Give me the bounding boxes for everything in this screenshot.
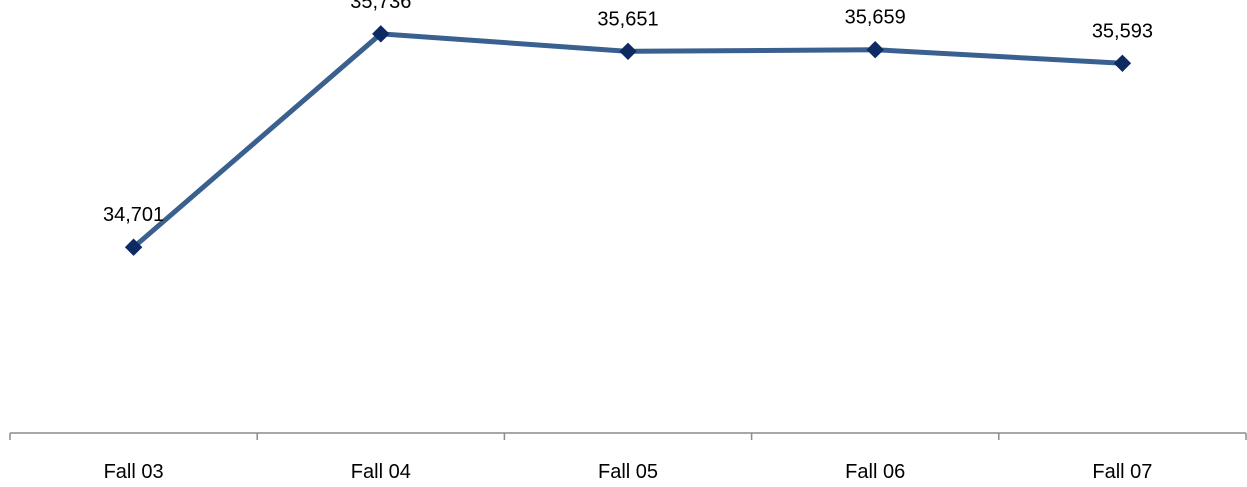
x-tick-label: Fall 07 [1092, 461, 1152, 483]
series-line [131, 31, 1125, 250]
markers-layer [124, 25, 1132, 256]
x-tick-label: Fall 03 [104, 461, 164, 483]
data-label: 35,736 [350, 0, 411, 13]
data-label: 34,701 [103, 204, 164, 226]
data-point-marker [372, 25, 390, 43]
x-tick-label: Fall 05 [598, 461, 658, 483]
x-tick-label: Fall 04 [351, 461, 411, 483]
data-point-marker [866, 40, 884, 59]
x-tick-label: Fall 06 [845, 461, 905, 483]
data-point-marker [124, 238, 143, 256]
data-labels-layer: 34,701 35,736 35,651 35,659 35,593 [103, 0, 1153, 226]
series-line-layer [131, 31, 1125, 250]
data-point-marker [619, 42, 637, 61]
data-label: 35,659 [845, 7, 906, 29]
data-label: 35,593 [1092, 20, 1153, 42]
data-label: 35,651 [597, 8, 658, 30]
data-point-marker [1113, 54, 1132, 73]
x-axis: Fall 03 Fall 04 Fall 05 Fall 06 Fall 07 [9, 432, 1247, 483]
